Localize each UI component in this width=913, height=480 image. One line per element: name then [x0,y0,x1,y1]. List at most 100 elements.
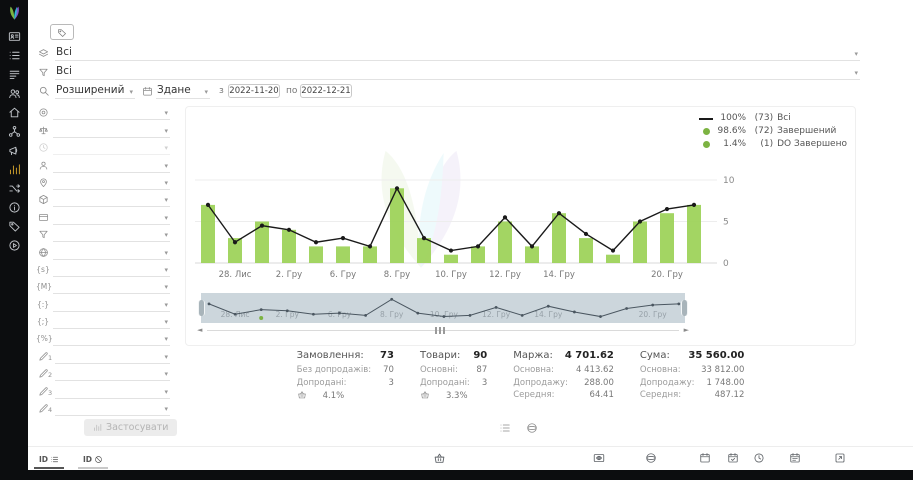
pencil-icon [36,386,50,397]
scroll-right-arrow-icon[interactable]: ► [683,326,689,334]
filter-select-custom-field-2[interactable]: ▾ [55,364,170,382]
svg-text:14. Гру: 14. Гру [534,310,563,319]
chart-brush[interactable]: 28. Лис 2. Гру 6. Гру 8. Гру 10. Гру 12. Гру 1… [198,293,688,323]
filter-select-balance[interactable]: ▾ [53,121,170,138]
date-type-select[interactable]: Здане ▾ [156,82,210,99]
filter-select-var-s[interactable]: ▾ [53,260,170,277]
stat-title: Замовлення: [296,350,364,361]
calendar-grid-icon[interactable] [789,452,801,464]
clock-icon[interactable] [753,452,765,464]
app-logo[interactable] [0,0,28,25]
svg-text:12. Гру: 12. Гру [482,310,511,319]
stat-group-2: Товари: 90 Основні: 87 Допродані: 3 3.3% [420,350,487,403]
footer-tab-1[interactable]: ID [30,450,68,469]
svg-text:6. Гру: 6. Гру [330,270,356,280]
svg-text:14. Гру: 14. Гру [543,270,575,280]
funnel-icon [38,67,49,78]
play-icon[interactable] [5,239,23,252]
legend-item-2[interactable]: 98.6% (72) Завершений [698,126,847,137]
sphere-icon[interactable] [645,452,657,464]
project-select[interactable]: Всі ▾ [55,44,860,61]
search-mode-value: Розширений [56,84,125,96]
filter-select-site[interactable]: ▾ [53,243,170,260]
date-from-input[interactable]: 2022-11-20 [228,84,280,98]
chevron-down-icon: ▾ [164,144,168,153]
brush-right-handle[interactable] [681,300,688,316]
filter-select-funnel[interactable]: ▾ [53,225,170,243]
filter-select-time[interactable]: ▾ [53,138,170,156]
filter-row-custom-field-4: 4 ▾ [36,399,170,417]
filter-select-status[interactable]: ▾ [53,103,170,121]
chevron-down-icon: ▾ [164,352,168,361]
stat-row-value: 70 [383,365,394,375]
filter-select-var-percent[interactable]: ▾ [53,329,170,347]
brush-left-handle[interactable] [198,300,205,316]
tags-button[interactable] [50,24,74,40]
apply-button[interactable]: Застосувати [84,419,178,436]
chevron-down-icon: ▾ [854,69,858,77]
filter-row-funnel: ▾ [36,225,170,243]
filter-row-var-m: {M} ▾ [36,277,170,295]
filter-select-custom-field-3[interactable]: ▾ [55,382,170,399]
id-card-icon[interactable] [5,30,23,43]
field-number-badge: 2 [48,371,53,380]
list2-icon[interactable] [5,68,23,81]
stat-extra-value: 3.3% [445,391,468,401]
pencil-icon [36,351,50,362]
var-percent-icon: {%} [36,334,53,344]
chart-scrollbar[interactable]: ◄ ► [197,325,689,336]
sphere-view-toggle-icon[interactable] [526,422,538,434]
stat-row-label: Допродажу: [639,377,695,388]
list-icon[interactable] [5,49,23,62]
stat-extra-value: 4.1% [322,391,345,401]
dot-marker-icon [698,128,714,135]
tag-icon[interactable] [5,220,23,233]
chevron-down-icon: ▾ [164,318,168,327]
svg-text:28. Лис: 28. Лис [219,270,252,280]
stat-row-label: Середня: [639,390,682,400]
info-icon[interactable] [5,201,23,214]
status-select[interactable]: Всі ▾ [55,63,860,80]
search-icon [38,85,50,97]
chart-icon[interactable] [5,163,23,176]
svg-text:2. Гру: 2. Гру [276,310,300,319]
megaphone-icon[interactable] [5,144,23,157]
footer-tab-label: ID [38,455,49,464]
users-icon[interactable] [5,87,23,100]
chevron-down-icon: ▾ [164,370,168,379]
bottom-chrome-strip [0,470,913,480]
filter-select-geo[interactable]: ▾ [53,173,170,190]
calendar-icon[interactable] [699,452,711,464]
export-icon[interactable] [834,452,846,464]
filter-select-var-colon[interactable]: ▾ [53,295,170,312]
footer-tab-2[interactable]: ID [74,450,112,469]
filter-select-custom-field-4[interactable]: ▾ [55,399,170,417]
legend-label: DO Завершено [777,139,847,149]
filter-select-var-semicolon[interactable]: ▾ [53,312,170,330]
legend-item-1[interactable]: 100% (73) Всі [698,113,847,124]
filter-select-payment[interactable]: ▾ [53,208,170,225]
home-icon[interactable] [5,106,23,119]
calendar-check-icon[interactable] [727,452,739,464]
chart-legend: 100% (73) Всі 98.6% (72) Завершений 1.4% (1) DO … [698,113,847,150]
legend-count: (1) [760,139,774,149]
eye-card-icon[interactable] [593,452,605,464]
network-icon[interactable] [5,125,23,138]
date-to-input[interactable]: 2022-12-21 [300,84,352,98]
scale-icon [36,125,50,136]
search-mode-select[interactable]: Розширений ▾ [55,82,135,99]
sidebar-icons [0,25,28,252]
filter-select-product[interactable]: ▾ [53,190,170,208]
status-select-value: Всі [56,65,72,77]
var-m-icon: {M} [36,282,53,292]
basket-icon[interactable] [433,452,446,465]
filter-select-manager[interactable]: ▾ [53,156,170,173]
filter-select-var-m[interactable]: ▾ [53,277,170,295]
filter-select-custom-field-1[interactable]: ▾ [55,347,170,364]
shuffle-icon[interactable] [5,182,23,195]
field-number-badge: 3 [48,388,53,397]
list-view-toggle-icon[interactable] [499,422,511,434]
legend-item-3[interactable]: 1.4% (1) DO Завершено [698,139,847,150]
scrollbar-grip[interactable] [435,327,445,334]
scroll-left-arrow-icon[interactable]: ◄ [197,326,203,334]
